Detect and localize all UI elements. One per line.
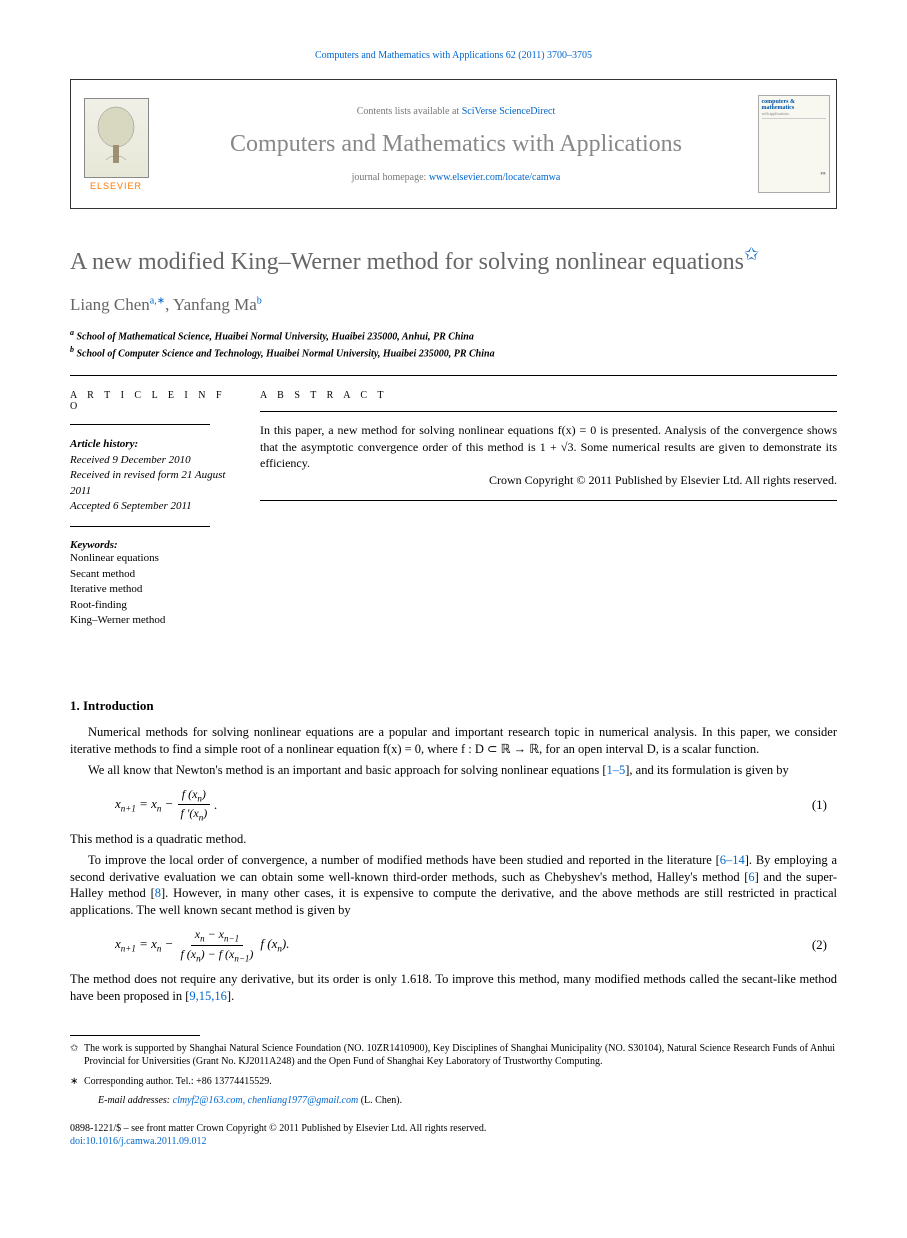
history-title: Article history: xyxy=(70,437,240,452)
footnote-corresponding: ∗Corresponding author. Tel.: +86 1377441… xyxy=(70,1075,837,1089)
para-5a: The method does not require any derivati… xyxy=(70,972,837,1003)
abstract-text: In this paper, a new method for solving … xyxy=(260,422,837,471)
keyword-5: King–Werner method xyxy=(70,613,240,628)
ref-9-15-16[interactable]: 9,15,16 xyxy=(189,989,227,1003)
eq-1-num: (1) xyxy=(812,797,827,813)
para-4d: ]. However, in many other cases, it is e… xyxy=(70,886,837,917)
para-5: The method does not require any derivati… xyxy=(70,971,837,1005)
affil-a-marker: a xyxy=(70,328,74,337)
ref-6-14[interactable]: 6–14 xyxy=(720,853,745,867)
affiliation-a: a School of Mathematical Science, Huaibe… xyxy=(70,327,837,344)
affiliation-b: b School of Computer Science and Technol… xyxy=(70,344,837,361)
article-info-column: A R T I C L E I N F O Article history: R… xyxy=(70,390,260,628)
publisher-name: ELSEVIER xyxy=(90,181,142,191)
article-history: Article history: Received 9 December 201… xyxy=(70,437,240,514)
author-1: Liang Chena,∗ xyxy=(70,295,165,314)
corr-text: Corresponding author. Tel.: +86 13774415… xyxy=(84,1075,835,1089)
affil-b-marker: b xyxy=(70,345,74,354)
eq-2-num: (2) xyxy=(812,937,827,953)
affil-b-text: School of Computer Science and Technolog… xyxy=(77,348,495,359)
para-4a: To improve the local order of convergenc… xyxy=(88,853,720,867)
elsevier-tree-icon xyxy=(84,98,149,178)
para-2a: We all know that Newton's method is an i… xyxy=(88,763,606,777)
para-2: We all know that Newton's method is an i… xyxy=(70,762,837,779)
homepage-prefix: journal homepage: xyxy=(352,172,429,183)
email-suffix: (L. Chen). xyxy=(358,1095,402,1106)
journal-title: Computers and Mathematics with Applicati… xyxy=(230,131,682,158)
bottom-matter: 0898-1221/$ – see front matter Crown Cop… xyxy=(70,1122,837,1148)
header-citation[interactable]: Computers and Mathematics with Applicati… xyxy=(70,50,837,61)
title-footnote-link[interactable]: ✩ xyxy=(744,244,759,264)
abstract-column: A B S T R A C T In this paper, a new met… xyxy=(260,390,837,628)
journal-header-box: ELSEVIER Contents lists available at Sci… xyxy=(70,79,837,209)
authors: Liang Chena,∗, Yanfang Mab xyxy=(70,295,837,315)
intro-heading: 1. Introduction xyxy=(70,698,837,714)
funding-text: The work is supported by Shanghai Natura… xyxy=(84,1042,835,1069)
author-2-name: Yanfang Ma xyxy=(173,295,257,314)
author-1-markers[interactable]: a,∗ xyxy=(150,295,165,306)
para-5b: ]. xyxy=(227,989,234,1003)
keywords-title: Keywords: xyxy=(70,539,240,551)
title-text: A new modified King–Werner method for so… xyxy=(70,249,744,275)
author-2-markers[interactable]: b xyxy=(257,295,262,306)
affiliations: a School of Mathematical Science, Huaibe… xyxy=(70,327,837,362)
rule-top xyxy=(70,375,837,376)
history-accepted: Accepted 6 September 2011 xyxy=(70,499,240,514)
footnote-separator xyxy=(70,1035,200,1036)
corr-star: ∗ xyxy=(70,1075,84,1089)
keyword-4: Root-finding xyxy=(70,598,240,613)
keyword-2: Secant method xyxy=(70,567,240,582)
keyword-1: Nonlinear equations xyxy=(70,551,240,566)
para-4: To improve the local order of convergenc… xyxy=(70,852,837,920)
article-title: A new modified King–Werner method for so… xyxy=(70,244,837,277)
para-3: This method is a quadratic method. xyxy=(70,831,837,848)
footnote-funding: ✩The work is supported by Shanghai Natur… xyxy=(70,1042,837,1069)
abstract-copyright: Crown Copyright © 2011 Published by Else… xyxy=(260,473,837,488)
article-info-label: A R T I C L E I N F O xyxy=(70,390,240,412)
section-introduction: 1. Introduction Numerical methods for so… xyxy=(70,698,837,1004)
keyword-3: Iterative method xyxy=(70,582,240,597)
para-2b: ], and its formulation is given by xyxy=(625,763,789,777)
email-label: E-mail addresses: xyxy=(98,1095,173,1106)
cover-journal-name: computers & mathematics xyxy=(762,99,796,111)
cover-column: computers & mathematics with application… xyxy=(751,80,836,208)
equation-2: xn+1 = xn − xn − xn−1 f (xn) − f (xn−1) … xyxy=(115,927,837,963)
homepage-line: journal homepage: www.elsevier.com/locat… xyxy=(352,172,561,183)
history-received: Received 9 December 2010 xyxy=(70,453,240,468)
sciencedirect-link[interactable]: SciVerse ScienceDirect xyxy=(462,106,556,117)
publisher-logo-column: ELSEVIER xyxy=(71,80,161,208)
journal-center: Contents lists available at SciVerse Sci… xyxy=(161,80,751,208)
author-2: Yanfang Mab xyxy=(173,295,262,314)
abstract-label: A B S T R A C T xyxy=(260,390,837,401)
affil-a-text: School of Mathematical Science, Huaibei … xyxy=(77,331,474,342)
journal-cover-thumb: computers & mathematics with application… xyxy=(758,95,830,193)
info-abstract-row: A R T I C L E I N F O Article history: R… xyxy=(70,390,837,628)
contents-prefix: Contents lists available at xyxy=(357,106,462,117)
email-addresses[interactable]: clmyf2@163.com, chenliang1977@gmail.com xyxy=(173,1095,359,1106)
funding-star: ✩ xyxy=(70,1042,84,1056)
equation-1: xn+1 = xn − f (xn) f ′(xn) . (1) xyxy=(115,787,837,823)
doi-link[interactable]: doi:10.1016/j.camwa.2011.09.012 xyxy=(70,1136,207,1147)
front-matter-line: 0898-1221/$ – see front matter Crown Cop… xyxy=(70,1122,837,1135)
para-1: Numerical methods for solving nonlinear … xyxy=(70,724,837,758)
history-revised: Received in revised form 21 August 2011 xyxy=(70,468,240,499)
ref-1-5[interactable]: 1–5 xyxy=(606,763,625,777)
homepage-link[interactable]: www.elsevier.com/locate/camwa xyxy=(429,172,561,183)
contents-line: Contents lists available at SciVerse Sci… xyxy=(357,106,556,117)
author-1-name: Liang Chen xyxy=(70,295,150,314)
footnote-email: E-mail addresses: clmyf2@163.com, chenli… xyxy=(70,1094,837,1108)
